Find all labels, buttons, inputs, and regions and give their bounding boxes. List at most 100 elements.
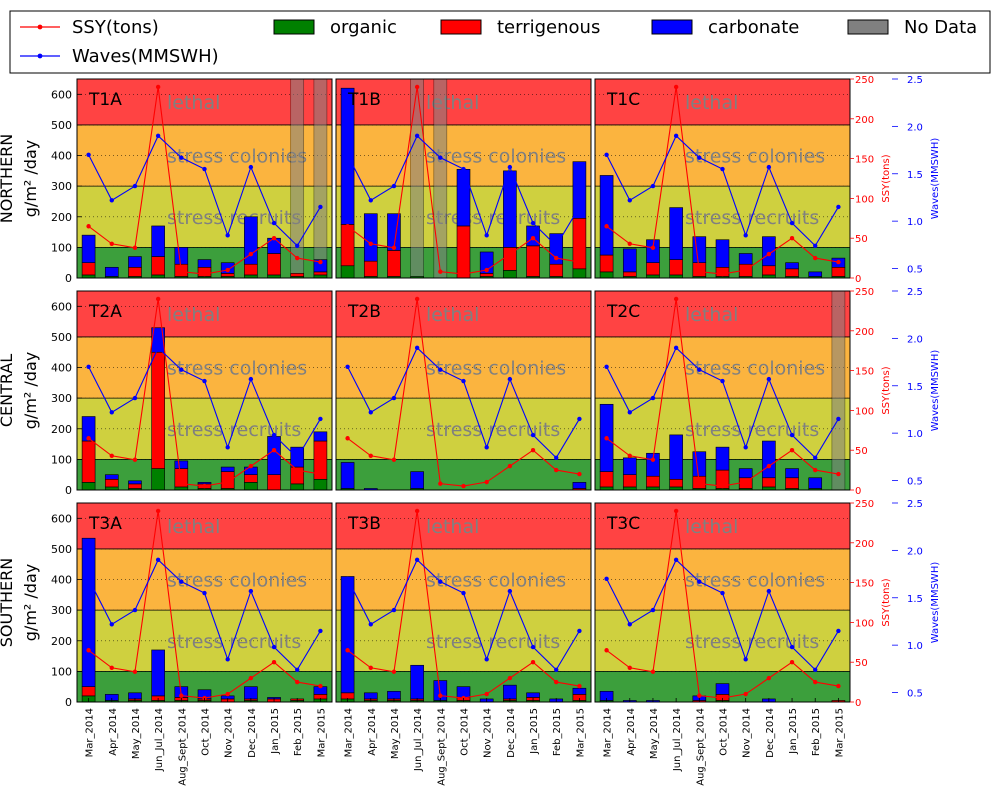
waves-point (673, 133, 679, 139)
ssy-point (271, 660, 277, 665)
y-tick-label: 300 (51, 392, 72, 405)
waves-point (368, 198, 373, 203)
waves-point (577, 416, 582, 422)
bar-terrigenous (785, 477, 799, 489)
ssy-point (813, 255, 818, 261)
bar-carbonate (503, 684, 517, 700)
waves-point (697, 579, 702, 584)
ssy-point (414, 296, 420, 302)
waves-point (461, 378, 466, 384)
waves-point (295, 667, 300, 672)
bar-terrigenous (762, 265, 776, 276)
ssy-point (295, 679, 300, 685)
bar-carbonate (267, 237, 281, 254)
y-tick-label: 200 (51, 635, 72, 648)
bar-terrigenous (622, 271, 637, 277)
waves-point (86, 576, 91, 582)
bar-carbonate (313, 431, 328, 442)
legend-patch (273, 19, 315, 35)
bar-carbonate (738, 253, 753, 265)
waves-tick-label: 2.0 (907, 334, 923, 345)
waves-tick-label: 1.5 (907, 170, 923, 181)
y-tick-label: 200 (51, 423, 72, 436)
waves-point (295, 455, 300, 460)
waves-point (248, 164, 254, 170)
waves-point (530, 432, 536, 438)
waves-point (507, 376, 513, 382)
waves-point (345, 364, 350, 370)
waves-point (132, 395, 138, 401)
bar-terrigenous (599, 254, 614, 273)
bar-terrigenous (244, 263, 258, 276)
waves-tick-label: 0.5 (907, 477, 923, 488)
waves-point (132, 607, 138, 613)
y-tick-label: 100 (51, 241, 72, 254)
ssy-point (530, 448, 536, 453)
x-tick-label: Aug_Sept_2014 (177, 708, 188, 786)
ssy-point (438, 481, 443, 486)
bar-carbonate (81, 537, 96, 687)
waves-point (368, 410, 373, 415)
bar-terrigenous (313, 271, 328, 276)
waves-tick-label: 2.0 (907, 122, 923, 133)
bar-terrigenous (387, 250, 401, 277)
ssy-point (789, 660, 795, 665)
ssy-tick-label: 0 (855, 698, 861, 709)
ssy-point (507, 675, 513, 681)
ssy-point (461, 271, 466, 277)
waves-point (414, 557, 420, 563)
panel-label: T1A (88, 90, 122, 110)
waves-point (577, 204, 582, 210)
row-label-unit: g/m² /day (21, 352, 40, 429)
waves-point (766, 376, 772, 382)
ssy-point (414, 84, 420, 90)
ssy-point (766, 251, 772, 257)
y-tick-label: 400 (51, 150, 72, 163)
bar-terrigenous (81, 440, 96, 483)
bar-terrigenous (128, 483, 142, 489)
ssy-point (484, 691, 489, 697)
y-tick-label: 600 (51, 88, 72, 101)
ssy-point (577, 259, 582, 265)
ssy-tick-label: 100 (855, 406, 874, 417)
waves-point (414, 345, 420, 351)
bar-terrigenous (151, 351, 165, 469)
bar-carbonate (692, 451, 707, 477)
zone-label: lethal (426, 516, 479, 538)
ssy-point (484, 479, 489, 485)
waves-point (720, 378, 725, 384)
x-tick-label: May_2014 (390, 708, 401, 759)
zone-label: stress colonies (167, 358, 307, 380)
bar-terrigenous (267, 253, 281, 276)
legend: SSY(tons) Waves(MMSWH) organic terrigenous c… (9, 10, 991, 74)
ssy-point (318, 683, 323, 689)
bar-carbonate (785, 262, 799, 270)
ssy-tick-label: 150 (855, 155, 874, 166)
bar-carbonate (174, 460, 189, 469)
no-data-bar (831, 290, 846, 491)
ssy-point (530, 660, 536, 665)
ssy-point (248, 251, 254, 257)
row-label-region: NORTHERN (0, 134, 16, 224)
bar-carbonate (81, 234, 96, 263)
ssy-point (604, 648, 609, 653)
bar-carbonate (151, 649, 165, 697)
zone-band (77, 503, 332, 549)
waves-point (345, 152, 350, 158)
waves-point (673, 557, 679, 563)
waves-point (345, 576, 350, 582)
waves-point (789, 220, 795, 226)
waves-point (789, 644, 795, 650)
ssy-point (530, 236, 536, 241)
waves-point (507, 588, 513, 594)
bar-terrigenous (363, 260, 378, 277)
legend-marker (37, 24, 43, 30)
ssy-tick-label: 250 (855, 287, 874, 298)
ssy-point (202, 483, 207, 489)
bar-terrigenous (104, 478, 119, 488)
waves-point (577, 628, 582, 634)
ssy-point (368, 241, 373, 246)
waves-point (530, 644, 536, 650)
